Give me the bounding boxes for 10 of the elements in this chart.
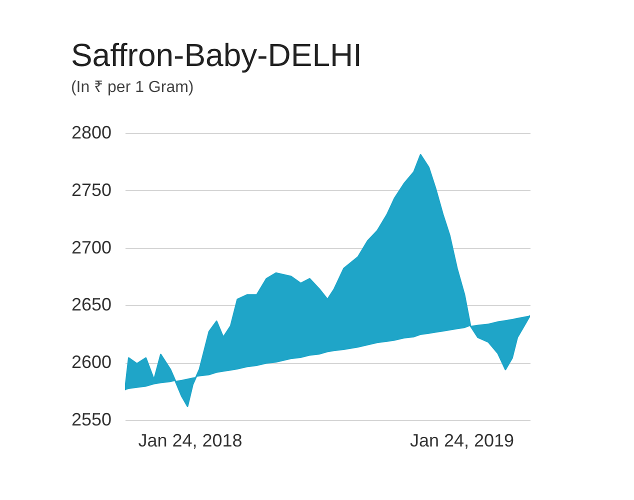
chart-subtitle: (In ₹ per 1 Gram) bbox=[70, 79, 194, 96]
y-tick-label: 2650 bbox=[71, 294, 112, 315]
y-tick-label: 2750 bbox=[71, 180, 112, 200]
y-tick-label: 2700 bbox=[71, 237, 112, 258]
chart-title: Saffron-Baby-DELHI bbox=[70, 37, 362, 73]
x-tick-label: Jan 24, 2019 bbox=[410, 430, 514, 450]
x-tick-label: Jan 24, 2018 bbox=[138, 430, 242, 450]
y-tick-label: 2550 bbox=[71, 410, 112, 430]
y-tick-label: 2600 bbox=[71, 352, 112, 372]
y-tick-label: 2800 bbox=[71, 122, 112, 142]
